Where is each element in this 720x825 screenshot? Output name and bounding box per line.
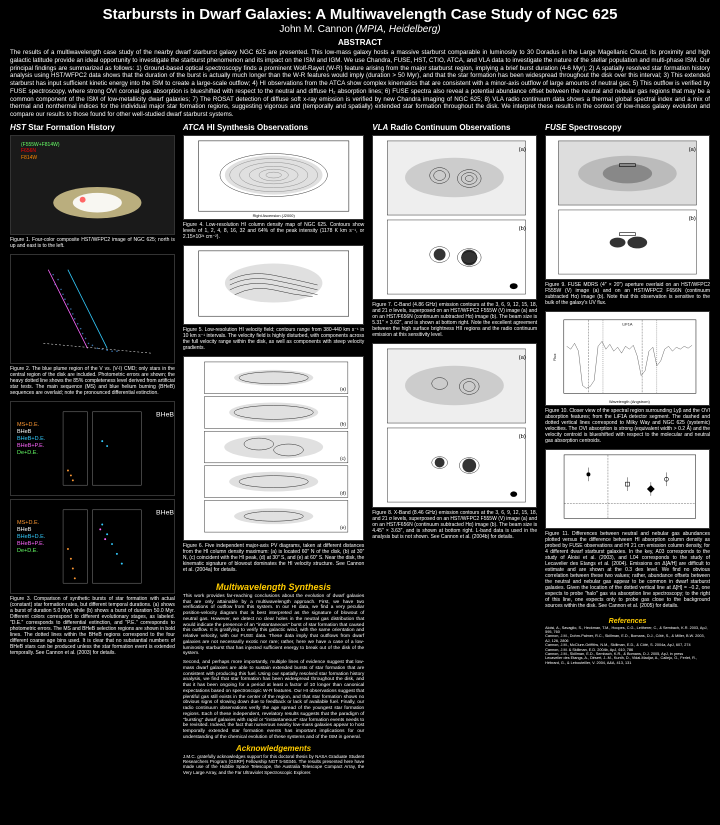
poster-title: Starbursts in Dwarf Galaxies: A Multiwav…: [10, 6, 710, 23]
figure-6-image: (a) (b) (c): [183, 356, 364, 541]
figure-6-caption: Figure 6. Five independent major-axis PV…: [183, 543, 364, 573]
figure-2-image: [10, 254, 175, 364]
hst-header-text: Star Formation History: [28, 123, 115, 132]
fuse-header: FUSE Spectroscopy: [545, 123, 710, 132]
references-header: References: [545, 618, 710, 625]
cmd-dede-b: De+D.E.: [17, 548, 45, 555]
cmd-bheb: BHeB: [17, 429, 45, 436]
ack-text: J.M.C. gratefully acknowledges support f…: [183, 754, 364, 776]
references-text: Aloisi, A., Savaglio, S., Heckman, T.M.,…: [545, 626, 710, 665]
figure-3a-image: MS+D.E. BHeB BHeB+D.E. BHeB+P.E. De+D.E.…: [10, 401, 175, 496]
cmd-bhebde-b: BHeB+D.E.: [17, 534, 45, 541]
hst-header: HST Star Formation History: [10, 123, 175, 132]
figure-4-caption: Figure 4. Low-resolution HI column densi…: [183, 222, 364, 240]
svg-text:(d): (d): [340, 490, 346, 496]
figure-3b-image: MS+D.E. BHeB BHeB+D.E. BHeB+P.E. De+D.E.…: [10, 499, 175, 594]
svg-text:Right Ascension (J2000): Right Ascension (J2000): [252, 213, 295, 218]
fuse-instr: FUSE: [545, 123, 566, 132]
figure-1-image: (F555W+F814W) F656N F814W: [10, 135, 175, 235]
fig3b-labels: MS+D.E. BHeB BHeB+D.E. BHeB+P.E. De+D.E.: [17, 520, 45, 556]
figure-7-caption: Figure 7. C-Band (4.86 GHz) emission con…: [372, 302, 537, 338]
figure-10-image: Flux Wavelength (Angstrom) LiF1A: [545, 311, 710, 406]
figure-8-caption: Figure 8. X-Band (8.46 GHz) emission con…: [372, 510, 537, 540]
figure-5-caption: Figure 5. Low-resolution HI velocity fie…: [183, 327, 364, 351]
figure-7-image: (a) (b): [372, 135, 537, 300]
atca-header: ATCA HI Synthesis Observations: [183, 123, 364, 132]
fig1-label-c: F814W: [21, 155, 59, 162]
figure-2-caption: Figure 2. The blue plume region of the V…: [10, 366, 175, 396]
svg-text:(b): (b): [519, 226, 526, 232]
poster-author: John M. Cannon (MPIA, Heidelberg): [10, 24, 710, 35]
author-name: John M. Cannon: [279, 24, 352, 35]
svg-text:BHeB: BHeB: [156, 509, 174, 516]
atca-instr: ATCA: [183, 123, 205, 132]
svg-text:(b): (b): [689, 216, 696, 222]
hst-instr: HST: [10, 123, 26, 132]
ack-header: Acknowledgements: [183, 744, 364, 753]
synthesis-text-1: This work provides far-reaching conclusi…: [183, 594, 364, 657]
vla-instr: VLA: [372, 123, 388, 132]
atca-header-text: HI Synthesis Observations: [207, 123, 308, 132]
cmd-bheb-b: BHeB: [17, 527, 45, 534]
svg-text:(a): (a): [340, 386, 346, 392]
cmd-ms-b: MS+D.E.: [17, 520, 45, 527]
column-vla: VLA Radio Continuum Observations (a): [372, 123, 537, 775]
cmd-ms: MS+D.E.: [17, 422, 45, 429]
figure-10-caption: Figure 10. Closer view of the spectral r…: [545, 408, 710, 444]
svg-text:(c): (c): [340, 456, 346, 462]
fig1-legend: (F555W+F814W) F656N F814W: [21, 142, 59, 162]
figure-1-caption: Figure 1. Four-color composite HST/WFPC2…: [10, 237, 175, 249]
svg-text:(b): (b): [519, 434, 526, 440]
column-hst: HST Star Formation History (F555W+F814W)…: [10, 123, 175, 775]
fig3a-labels: MS+D.E. BHeB BHeB+D.E. BHeB+P.E. De+D.E.: [17, 422, 45, 458]
cmd-bhebde: BHeB+D.E.: [17, 436, 45, 443]
svg-text:Flux: Flux: [552, 353, 557, 360]
synthesis-text-2: Second, and perhaps more importantly, mu…: [183, 660, 364, 741]
svg-text:(a): (a): [519, 147, 526, 153]
cmd-bhebpe: BHeB+P.E.: [17, 443, 45, 450]
cmd-dede: De+D.E.: [17, 450, 45, 457]
abstract-text: The results of a multiwavelength case st…: [10, 49, 710, 119]
figure-9-image: (a) (b): [545, 135, 710, 280]
svg-text:BHeB: BHeB: [156, 411, 174, 418]
figure-11-caption: Figure 11. Differences between neutral a…: [545, 531, 710, 609]
figure-11-image: [545, 449, 710, 529]
cmd-bhebpe-b: BHeB+P.E.: [17, 541, 45, 548]
svg-text:(e): (e): [340, 525, 346, 531]
column-fuse: FUSE Spectroscopy (a) (b) Fi: [545, 123, 710, 775]
column-atca: ATCA HI Synthesis Observations Right Asc…: [183, 123, 364, 775]
columns-container: HST Star Formation History (F555W+F814W)…: [10, 123, 710, 775]
figure-8-image: (a) (b): [372, 343, 537, 508]
abstract-label: ABSTRACT: [10, 38, 710, 47]
svg-text:(a): (a): [689, 147, 696, 153]
svg-text:Wavelength (Angstrom): Wavelength (Angstrom): [609, 399, 651, 404]
fuse-header-text: Spectroscopy: [569, 123, 622, 132]
figure-4-image: Right Ascension (J2000): [183, 135, 364, 220]
svg-text:(a): (a): [519, 355, 526, 361]
synthesis-header: Multiwavelength Synthesis: [183, 582, 364, 592]
vla-header: VLA Radio Continuum Observations: [372, 123, 537, 132]
svg-text:LiF1A: LiF1A: [622, 321, 633, 326]
svg-text:(b): (b): [340, 421, 346, 427]
figure-3-caption: Figure 3. Comparison of synthetic bursts…: [10, 596, 175, 656]
author-affiliation: (MPIA, Heidelberg): [356, 24, 441, 35]
figure-5-image: [183, 245, 364, 325]
vla-header-text: Radio Continuum Observations: [390, 123, 510, 132]
figure-9-caption: Figure 9. FUSE MDRS (4″ × 20″) aperture …: [545, 282, 710, 306]
